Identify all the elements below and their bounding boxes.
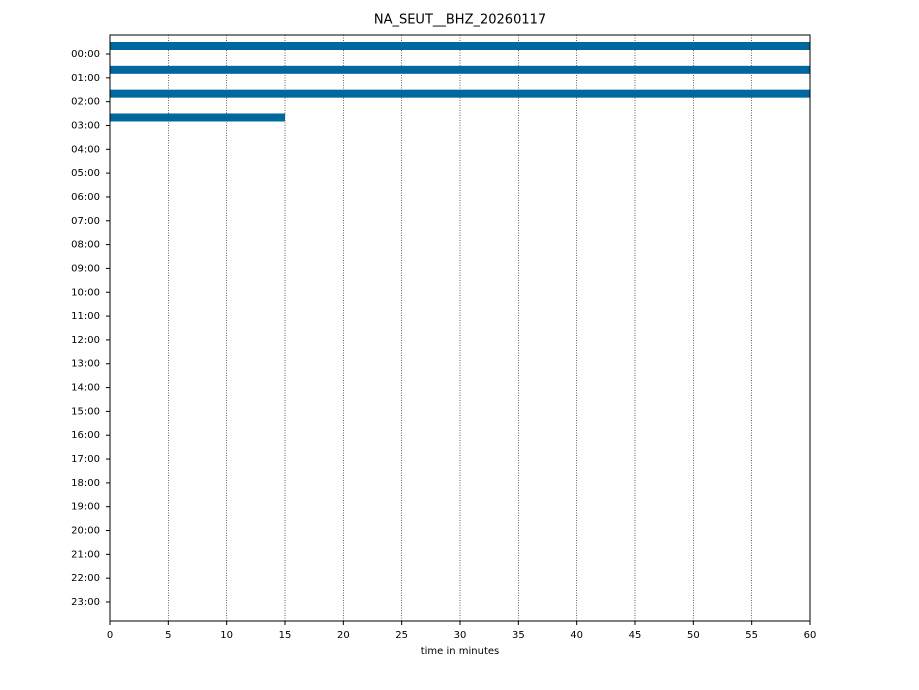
x-tick-label: 0 bbox=[107, 630, 113, 641]
y-tick-label: 16:00 bbox=[71, 430, 100, 441]
y-tick-label: 06:00 bbox=[71, 192, 100, 203]
x-tick-label: 50 bbox=[687, 630, 700, 641]
y-tick-label: 03:00 bbox=[71, 120, 100, 131]
x-tick-label: 25 bbox=[395, 630, 408, 641]
x-axis-label: time in minutes bbox=[421, 646, 500, 657]
trace bbox=[110, 113, 285, 122]
x-tick-label: 5 bbox=[165, 630, 171, 641]
y-tick-label: 10:00 bbox=[71, 287, 100, 298]
x-tick-label: 20 bbox=[337, 630, 350, 641]
x-tick-label: 30 bbox=[454, 630, 467, 641]
chart-title: NA_SEUT__BHZ_20260117 bbox=[374, 13, 546, 28]
y-tick-label: 14:00 bbox=[71, 383, 100, 394]
y-tick-label: 13:00 bbox=[71, 359, 100, 370]
x-tick-label: 40 bbox=[570, 630, 583, 641]
x-tick-label: 35 bbox=[512, 630, 525, 641]
y-tick-label: 15:00 bbox=[71, 406, 100, 417]
x-tick-label: 10 bbox=[220, 630, 233, 641]
y-tick-label: 21:00 bbox=[71, 549, 100, 560]
trace bbox=[110, 42, 810, 50]
y-tick-label: 11:00 bbox=[71, 311, 100, 322]
y-tick-label: 08:00 bbox=[71, 240, 100, 251]
x-tick-label: 45 bbox=[629, 630, 642, 641]
x-tick-label: 15 bbox=[279, 630, 292, 641]
x-tick-label: 60 bbox=[804, 630, 817, 641]
y-tick-label: 19:00 bbox=[71, 502, 100, 513]
trace bbox=[110, 65, 810, 74]
y-tick-label: 23:00 bbox=[71, 597, 100, 608]
y-tick-label: 04:00 bbox=[71, 144, 100, 155]
y-tick-label: 20:00 bbox=[71, 526, 100, 537]
y-tick-label: 05:00 bbox=[71, 168, 100, 179]
x-tick-label: 55 bbox=[745, 630, 758, 641]
plot-frame bbox=[109, 34, 811, 622]
y-tick-label: 18:00 bbox=[71, 478, 100, 489]
y-tick-label: 17:00 bbox=[71, 454, 100, 465]
y-tick-label: 01:00 bbox=[71, 73, 100, 84]
y-tick-label: 02:00 bbox=[71, 97, 100, 108]
trace bbox=[110, 89, 810, 98]
y-tick-label: 09:00 bbox=[71, 263, 100, 274]
y-tick-label: 22:00 bbox=[71, 573, 100, 584]
y-tick-label: 00:00 bbox=[71, 49, 100, 60]
y-tick-label: 12:00 bbox=[71, 335, 100, 346]
y-tick-label: 07:00 bbox=[71, 216, 100, 227]
